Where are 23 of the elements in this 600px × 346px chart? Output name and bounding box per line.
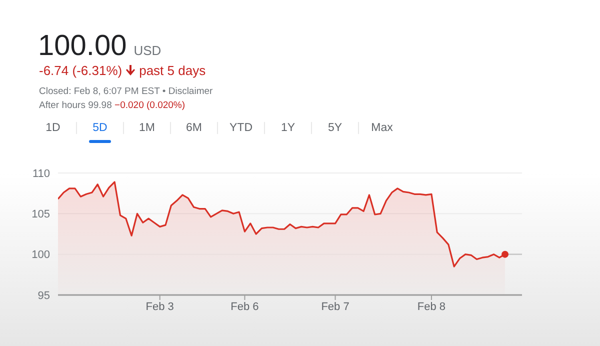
text: 1M (123, 122, 170, 134)
text: 1Y (264, 122, 311, 134)
y-tick-label: 110 (32, 168, 50, 180)
chart-subtitle: USD (134, 43, 162, 58)
y-tick-label: 95 (38, 290, 50, 302)
x-tick-label: Feb 6 (230, 300, 259, 313)
text: 5D (76, 122, 123, 134)
text: -6.74 (-6.31%) (39, 63, 122, 78)
text: After hours 99.98 (39, 100, 112, 111)
chart-title: 100.00 (38, 30, 127, 63)
text: 6M (170, 122, 217, 134)
x-tick-label: Feb 3 (146, 300, 174, 313)
text: 1D (44, 122, 62, 134)
y-tick-label: 105 (32, 208, 50, 221)
y-tick-label: 100 (32, 249, 50, 262)
x-tick-label: Feb 7 (321, 300, 350, 313)
text: YTD (217, 122, 264, 134)
text: Closed: Feb 8, 6:07 PM EST • Disclaimer (39, 86, 213, 97)
text: −0.020 (0.020%) (114, 100, 186, 111)
text: Max (358, 122, 405, 134)
text: past 5 days (139, 63, 206, 78)
text: 5Y (311, 122, 358, 134)
x-tick-label: Feb 8 (417, 300, 446, 313)
